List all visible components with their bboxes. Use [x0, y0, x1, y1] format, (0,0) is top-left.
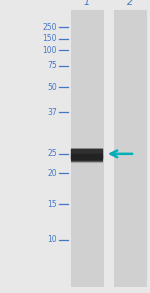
FancyBboxPatch shape: [71, 161, 103, 163]
FancyBboxPatch shape: [71, 154, 103, 156]
FancyBboxPatch shape: [71, 159, 103, 161]
FancyBboxPatch shape: [71, 154, 103, 155]
Text: 50: 50: [47, 83, 57, 92]
Text: 20: 20: [47, 169, 57, 178]
Text: 150: 150: [42, 34, 57, 43]
Text: 37: 37: [47, 108, 57, 117]
FancyBboxPatch shape: [71, 158, 103, 160]
FancyBboxPatch shape: [71, 156, 103, 158]
FancyBboxPatch shape: [71, 149, 103, 159]
FancyBboxPatch shape: [71, 160, 103, 162]
FancyBboxPatch shape: [71, 158, 103, 160]
Text: 75: 75: [47, 62, 57, 70]
Bar: [114, 10, 147, 287]
FancyBboxPatch shape: [71, 157, 103, 159]
FancyBboxPatch shape: [71, 154, 103, 156]
FancyBboxPatch shape: [71, 153, 103, 155]
Text: 250: 250: [42, 23, 57, 32]
FancyBboxPatch shape: [71, 159, 103, 161]
Text: 10: 10: [47, 235, 57, 244]
FancyBboxPatch shape: [71, 157, 103, 159]
Text: 1: 1: [84, 0, 90, 7]
FancyBboxPatch shape: [71, 161, 103, 163]
FancyBboxPatch shape: [71, 161, 103, 162]
Text: 2: 2: [127, 0, 134, 7]
Text: 100: 100: [42, 46, 57, 55]
Bar: [70, 10, 104, 287]
FancyBboxPatch shape: [71, 156, 103, 158]
FancyBboxPatch shape: [71, 155, 103, 157]
FancyBboxPatch shape: [71, 156, 103, 158]
FancyBboxPatch shape: [71, 160, 103, 161]
Text: 25: 25: [47, 149, 57, 158]
Text: 15: 15: [47, 200, 57, 209]
FancyBboxPatch shape: [71, 155, 103, 157]
